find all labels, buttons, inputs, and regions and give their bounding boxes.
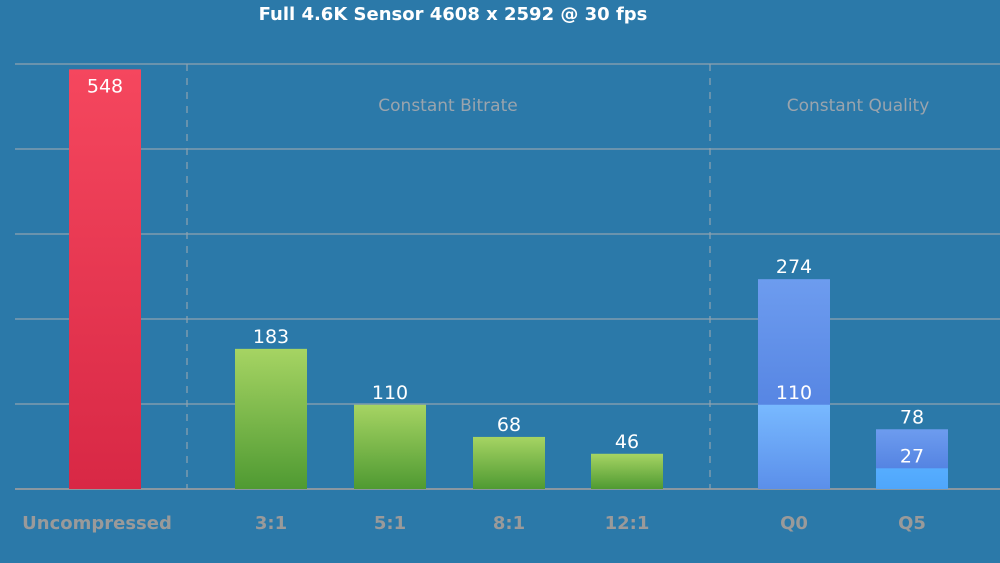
chart-title: Full 4.6K Sensor 4608 x 2592 @ 30 fps <box>258 4 648 25</box>
data-label: 110 <box>776 382 812 404</box>
bar-Uncompressed <box>69 69 141 490</box>
category-label: 12:1 <box>605 513 650 534</box>
data-label: 274 <box>776 256 812 278</box>
data-label: 78 <box>900 406 924 428</box>
group-label: Constant Bitrate <box>378 96 517 116</box>
data-label: 110 <box>372 382 408 404</box>
bar-lower-Q5 <box>876 468 948 489</box>
data-label: 68 <box>497 414 521 436</box>
category-label: Uncompressed <box>22 513 172 534</box>
data-label: 548 <box>87 75 123 97</box>
category-label: 3:1 <box>255 513 287 534</box>
bar-lower-Q0 <box>758 404 830 489</box>
bar-5:1 <box>354 404 426 489</box>
data-label: 27 <box>900 445 924 467</box>
category-label: Q0 <box>780 513 808 534</box>
data-label: 183 <box>253 326 289 348</box>
category-label: 8:1 <box>493 513 525 534</box>
data-label: 46 <box>615 431 639 453</box>
bar-8:1 <box>473 436 545 489</box>
bar-3:1 <box>235 348 307 489</box>
category-label: Q5 <box>898 513 926 534</box>
group-label: Constant Quality <box>787 96 930 116</box>
bar-12:1 <box>591 453 663 489</box>
category-label: 5:1 <box>374 513 406 534</box>
